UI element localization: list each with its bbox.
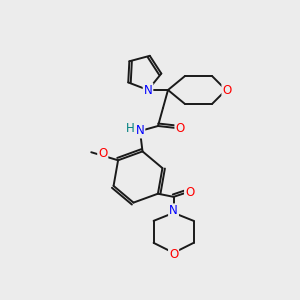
Text: N: N — [169, 204, 178, 218]
Text: O: O — [222, 83, 232, 97]
Text: H: H — [126, 122, 134, 136]
Text: N: N — [144, 83, 152, 97]
Text: N: N — [136, 124, 144, 137]
Text: O: O — [169, 248, 178, 261]
Text: O: O — [98, 147, 107, 160]
Text: N: N — [169, 206, 178, 219]
Text: O: O — [176, 122, 184, 134]
Text: O: O — [185, 186, 194, 200]
